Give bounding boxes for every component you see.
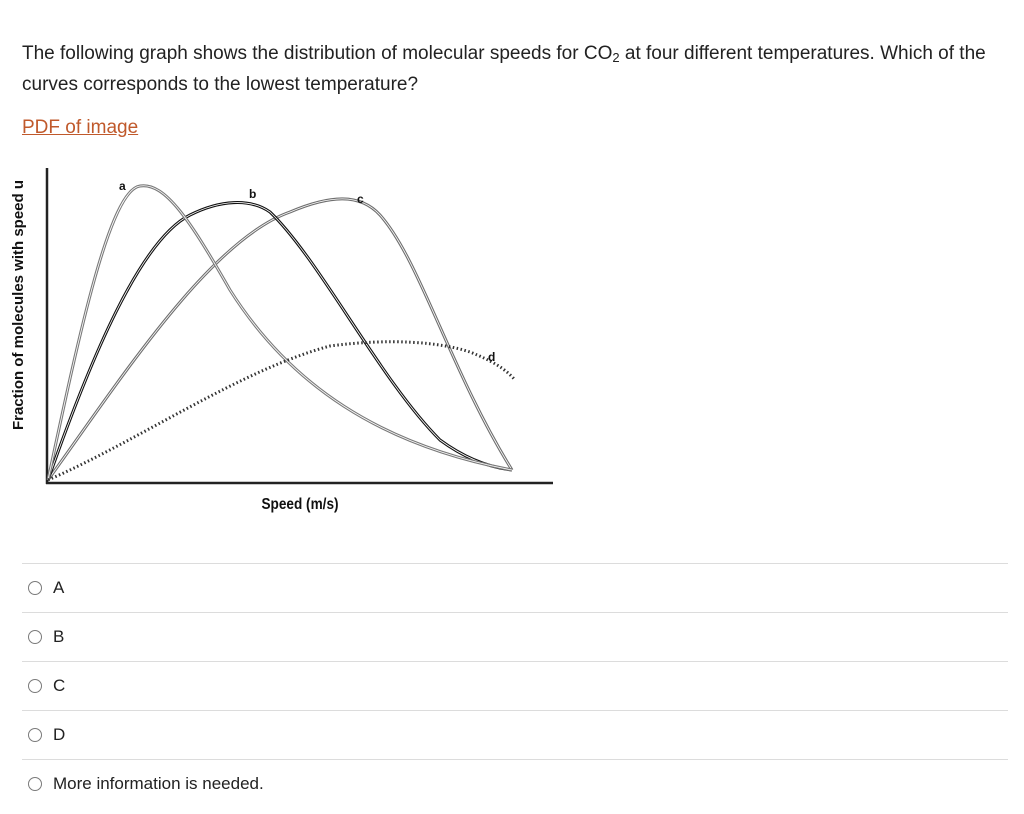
option-label: A (53, 578, 65, 597)
curve-label-b: b (249, 187, 256, 201)
radio-circle-icon[interactable] (28, 777, 42, 791)
pdf-of-image-link[interactable]: PDF of image (22, 117, 139, 138)
option-a[interactable]: A (22, 563, 1008, 612)
answer-options: A B C D More information is needed. (22, 563, 1008, 808)
option-b[interactable]: B (22, 612, 1008, 661)
question-text: The following graph shows the distributi… (22, 38, 1012, 100)
curve-b (46, 201, 513, 481)
option-more-information[interactable]: More information is needed. (22, 759, 1008, 808)
radio-circle-icon[interactable] (28, 581, 42, 595)
option-label: D (53, 725, 66, 744)
radio-circle-icon[interactable] (28, 679, 42, 693)
curve-label-c: c (357, 192, 364, 206)
curve-label-a: a (119, 179, 126, 193)
curve-d (47, 340, 517, 482)
radio-circle-icon[interactable] (28, 728, 42, 742)
speed-distribution-figure: a b c d (45, 168, 553, 485)
question-text-after: at four different temperatures. Which of… (22, 43, 986, 95)
option-label: B (53, 627, 65, 646)
question-subscript: 2 (612, 50, 620, 65)
x-axis-label: Speed (m/s) (261, 496, 339, 513)
curve-label-d: d (488, 350, 495, 364)
option-label: More information is needed. (53, 774, 264, 793)
question-text-before: The following graph shows the distributi… (22, 43, 613, 64)
option-d[interactable]: D (22, 710, 1008, 759)
option-label: C (53, 676, 66, 695)
y-axis-label: Fraction of molecules with speed u (10, 179, 27, 431)
curve-c (46, 197, 514, 481)
option-c[interactable]: C (22, 661, 1008, 710)
radio-circle-icon[interactable] (28, 630, 42, 644)
